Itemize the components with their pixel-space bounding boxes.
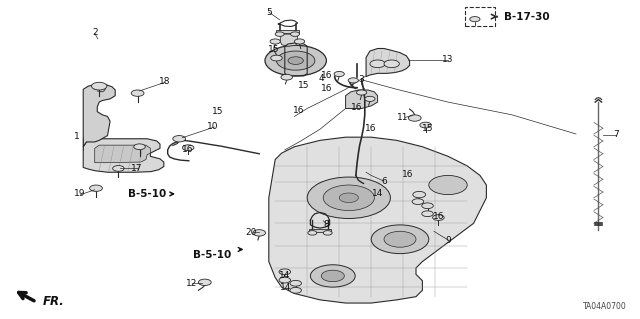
Text: 16: 16 [402, 170, 413, 179]
Circle shape [429, 175, 467, 195]
Circle shape [113, 166, 124, 171]
Circle shape [470, 17, 480, 22]
Circle shape [290, 287, 301, 293]
Circle shape [370, 60, 385, 68]
Polygon shape [280, 34, 298, 46]
Circle shape [334, 71, 344, 77]
Text: TA04A0700: TA04A0700 [584, 302, 627, 311]
Text: 16: 16 [365, 124, 377, 133]
Circle shape [433, 215, 444, 220]
Bar [276, 30, 299, 33]
Text: 16: 16 [182, 145, 193, 154]
Circle shape [131, 90, 144, 96]
Text: B-5-10: B-5-10 [193, 250, 232, 260]
Text: 15: 15 [212, 107, 223, 115]
Polygon shape [83, 139, 164, 172]
Circle shape [134, 144, 145, 150]
Text: FR.: FR. [43, 295, 65, 308]
Circle shape [413, 191, 426, 198]
Text: 8: 8 [324, 220, 329, 229]
Circle shape [339, 193, 358, 203]
Bar [309, 229, 331, 232]
Text: 14: 14 [280, 283, 292, 292]
Text: B-5-10: B-5-10 [128, 189, 166, 199]
Polygon shape [346, 90, 378, 108]
Polygon shape [83, 85, 115, 147]
Polygon shape [366, 48, 410, 77]
Circle shape [198, 279, 211, 286]
Text: 12: 12 [186, 279, 198, 288]
Text: 15: 15 [422, 124, 433, 133]
Circle shape [310, 265, 355, 287]
Polygon shape [95, 145, 150, 163]
Text: 2: 2 [92, 28, 97, 37]
Circle shape [92, 82, 107, 90]
Polygon shape [269, 137, 486, 303]
Text: 3: 3 [359, 75, 364, 84]
Circle shape [365, 96, 375, 101]
Circle shape [422, 211, 433, 217]
Circle shape [279, 277, 291, 283]
Text: 1: 1 [74, 132, 79, 141]
Text: 9: 9 [445, 236, 451, 245]
Circle shape [412, 199, 424, 204]
Text: 7: 7 [613, 130, 618, 139]
Text: 16: 16 [351, 103, 363, 112]
Text: 5: 5 [266, 8, 271, 17]
Circle shape [422, 203, 433, 209]
Circle shape [90, 185, 102, 191]
Circle shape [173, 136, 186, 142]
Circle shape [321, 270, 344, 282]
Text: 11: 11 [397, 113, 409, 122]
Circle shape [270, 39, 280, 44]
Circle shape [291, 32, 300, 36]
Circle shape [308, 231, 317, 235]
Text: 13: 13 [442, 56, 454, 64]
Circle shape [276, 51, 315, 70]
Text: 15: 15 [268, 45, 280, 54]
Text: 16: 16 [321, 71, 332, 80]
Circle shape [420, 122, 431, 128]
Circle shape [408, 115, 421, 121]
Circle shape [294, 39, 305, 44]
Text: 16: 16 [321, 84, 332, 93]
Text: 19: 19 [74, 189, 85, 198]
Circle shape [384, 231, 416, 247]
Circle shape [323, 231, 332, 235]
Circle shape [281, 74, 292, 80]
Text: 10: 10 [207, 122, 218, 131]
Circle shape [288, 57, 303, 64]
Circle shape [384, 60, 399, 68]
Circle shape [323, 185, 374, 211]
Text: 18: 18 [159, 77, 171, 86]
Circle shape [182, 145, 194, 151]
Text: 4: 4 [319, 74, 324, 83]
Circle shape [275, 32, 284, 36]
Text: 6: 6 [381, 177, 387, 186]
Circle shape [307, 177, 390, 219]
Text: 16: 16 [433, 212, 444, 221]
Text: 16: 16 [293, 106, 305, 115]
Text: B-17-30: B-17-30 [504, 11, 550, 22]
Text: 17: 17 [131, 164, 142, 173]
Text: 20: 20 [246, 228, 257, 237]
Circle shape [290, 280, 301, 286]
Circle shape [371, 225, 429, 254]
Text: 15: 15 [298, 81, 310, 90]
Text: 14: 14 [279, 271, 291, 280]
Circle shape [348, 78, 358, 83]
Circle shape [265, 45, 326, 76]
Circle shape [279, 269, 291, 275]
Circle shape [271, 55, 282, 61]
Text: 14: 14 [372, 189, 383, 198]
Circle shape [253, 230, 266, 236]
Circle shape [356, 90, 367, 95]
